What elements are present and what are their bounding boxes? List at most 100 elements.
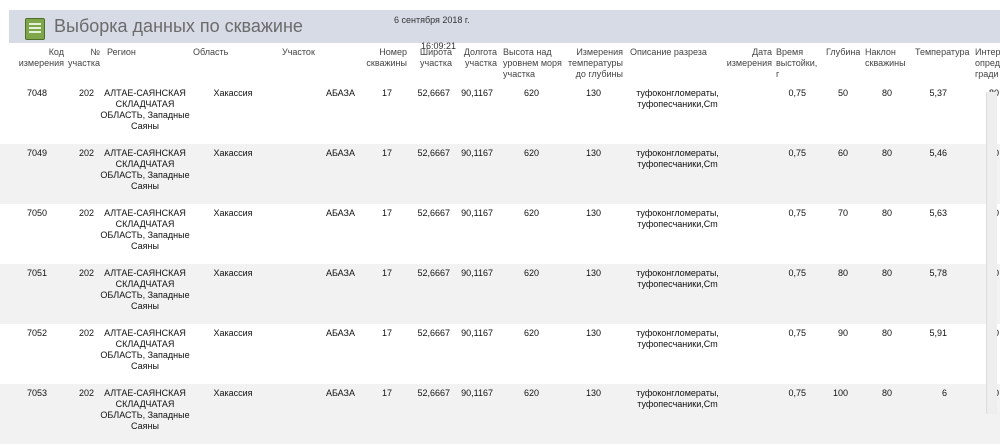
cell-plot: 202 bbox=[78, 148, 94, 158]
column-header-meas-date: Дата измерения bbox=[726, 47, 772, 68]
cell-lon: 90,1167 bbox=[461, 328, 493, 338]
cell-lon: 90,1167 bbox=[461, 208, 493, 218]
cell-site: АБАЗА bbox=[325, 388, 355, 398]
report-title: Выборка данных по скважине bbox=[54, 16, 303, 36]
column-header-lat: Широта участка bbox=[419, 47, 452, 68]
cell-region: АЛТАЕ-САЯНСКАЯ СКЛАДЧАТАЯ ОБЛАСТЬ, Запад… bbox=[100, 148, 190, 191]
cell-depth: 60 bbox=[837, 148, 848, 158]
cell-lon: 90,1167 bbox=[461, 148, 493, 158]
cell-temp: 6 bbox=[941, 388, 947, 398]
cell-alt: 620 bbox=[523, 388, 539, 398]
cell-code: 7050 bbox=[26, 208, 47, 218]
cell-site: АБАЗА bbox=[325, 268, 355, 278]
cell-depth: 50 bbox=[837, 88, 848, 98]
cell-well: 17 bbox=[381, 328, 392, 338]
table-row bbox=[0, 324, 1000, 384]
cell-plot: 202 bbox=[78, 328, 94, 338]
column-header-well: Номер скважины bbox=[366, 47, 407, 68]
cell-site: АБАЗА bbox=[325, 148, 355, 158]
report-date: 6 сентября 2018 г. bbox=[394, 15, 470, 25]
cell-alt: 620 bbox=[523, 208, 539, 218]
cell-depth: 80 bbox=[837, 268, 848, 278]
report-icon bbox=[25, 18, 45, 40]
column-header-hold: Время выстойки, г bbox=[776, 47, 818, 79]
cell-region: АЛТАЕ-САЯНСКАЯ СКЛАДЧАТАЯ ОБЛАСТЬ, Запад… bbox=[100, 88, 190, 131]
cell-region: АЛТАЕ-САЯНСКАЯ СКЛАДЧАТАЯ ОБЛАСТЬ, Запад… bbox=[100, 208, 190, 251]
cell-lat: 52,6667 bbox=[417, 388, 450, 398]
cell-site: АБАЗА bbox=[325, 208, 355, 218]
cell-hold: 0,75 bbox=[788, 388, 806, 398]
cell-hold: 0,75 bbox=[788, 88, 806, 98]
cell-area: Хакассия bbox=[213, 208, 253, 218]
cell-lat: 52,6667 bbox=[417, 148, 450, 158]
table-row bbox=[0, 264, 1000, 324]
cell-incl: 80 bbox=[881, 208, 892, 218]
cell-temp: 5,37 bbox=[929, 88, 947, 98]
table-row bbox=[0, 144, 1000, 204]
cell-region: АЛТАЕ-САЯНСКАЯ СКЛАДЧАТАЯ ОБЛАСТЬ, Запад… bbox=[100, 268, 190, 311]
cell-temp-meas: 130 bbox=[585, 208, 601, 218]
column-header-interval: Интер опред гради bbox=[975, 47, 1000, 79]
cell-temp: 5,91 bbox=[929, 328, 947, 338]
cell-site: АБАЗА bbox=[325, 328, 355, 338]
column-header-alt: Высота над уровнем моря участка bbox=[503, 47, 562, 79]
table-row bbox=[0, 84, 1000, 144]
cell-section: туфоконгломераты, туфопесчаники,Cm bbox=[636, 388, 719, 409]
column-header-depth: Глубина bbox=[826, 47, 860, 57]
cell-hold: 0,75 bbox=[788, 268, 806, 278]
table-row bbox=[0, 204, 1000, 264]
cell-region: АЛТАЕ-САЯНСКАЯ СКЛАДЧАТАЯ ОБЛАСТЬ, Запад… bbox=[100, 328, 190, 371]
cell-temp-meas: 130 bbox=[585, 388, 601, 398]
column-header-area: Область bbox=[193, 47, 229, 57]
column-header-code: Код измерения bbox=[18, 47, 64, 68]
cell-hold: 0,75 bbox=[788, 328, 806, 338]
cell-code: 7053 bbox=[26, 388, 47, 398]
cell-alt: 620 bbox=[523, 88, 539, 98]
cell-area: Хакассия bbox=[213, 388, 253, 398]
cell-region: АЛТАЕ-САЯНСКАЯ СКЛАДЧАТАЯ ОБЛАСТЬ, Запад… bbox=[100, 388, 190, 431]
cell-well: 17 bbox=[381, 388, 392, 398]
cell-temp-meas: 130 bbox=[585, 88, 601, 98]
cell-plot: 202 bbox=[78, 88, 94, 98]
cell-lon: 90,1167 bbox=[461, 88, 493, 98]
cell-section: туфоконгломераты, туфопесчаники,Cm bbox=[636, 148, 719, 169]
cell-temp: 5,46 bbox=[929, 148, 947, 158]
cell-well: 17 bbox=[381, 148, 392, 158]
vertical-scrollbar[interactable] bbox=[986, 92, 997, 414]
cell-incl: 80 bbox=[881, 328, 892, 338]
cell-alt: 620 bbox=[523, 328, 539, 338]
cell-incl: 80 bbox=[881, 88, 892, 98]
cell-well: 17 bbox=[381, 88, 392, 98]
cell-area: Хакассия bbox=[213, 148, 253, 158]
cell-area: Хакассия bbox=[213, 268, 253, 278]
cell-section: туфоконгломераты, туфопесчаники,Cm bbox=[636, 268, 719, 289]
cell-area: Хакассия bbox=[213, 88, 253, 98]
cell-temp-meas: 130 bbox=[585, 328, 601, 338]
column-header-plot: № участка bbox=[68, 47, 100, 68]
column-header-section: Описание разреза bbox=[630, 47, 707, 57]
cell-hold: 0,75 bbox=[788, 208, 806, 218]
report-header: Выборка данных по скважине 6 сентября 20… bbox=[9, 10, 1000, 51]
cell-incl: 80 bbox=[881, 268, 892, 278]
column-header-temp: Температура bbox=[915, 47, 970, 57]
cell-well: 17 bbox=[381, 268, 392, 278]
cell-lon: 90,1167 bbox=[461, 268, 493, 278]
column-header-incl: Наклон скважины bbox=[865, 47, 906, 68]
cell-lat: 52,6667 bbox=[417, 88, 450, 98]
cell-temp: 5,78 bbox=[929, 268, 947, 278]
cell-section: туфоконгломераты, туфопесчаники,Cm bbox=[636, 328, 719, 349]
cell-well: 17 bbox=[381, 208, 392, 218]
cell-incl: 80 bbox=[881, 148, 892, 158]
column-header-site: Участок bbox=[282, 47, 315, 57]
cell-alt: 620 bbox=[523, 268, 539, 278]
report-time: 16:09:21 bbox=[421, 41, 457, 51]
cell-temp: 5,63 bbox=[929, 208, 947, 218]
cell-lat: 52,6667 bbox=[417, 268, 450, 278]
cell-area: Хакассия bbox=[213, 328, 253, 338]
cell-incl: 80 bbox=[881, 388, 892, 398]
column-header-temp-meas: Измерения температуры до глубины bbox=[567, 47, 623, 79]
cell-depth: 90 bbox=[837, 328, 848, 338]
cell-lat: 52,6667 bbox=[417, 208, 450, 218]
cell-temp-meas: 130 bbox=[585, 268, 601, 278]
cell-site: АБАЗА bbox=[325, 88, 355, 98]
